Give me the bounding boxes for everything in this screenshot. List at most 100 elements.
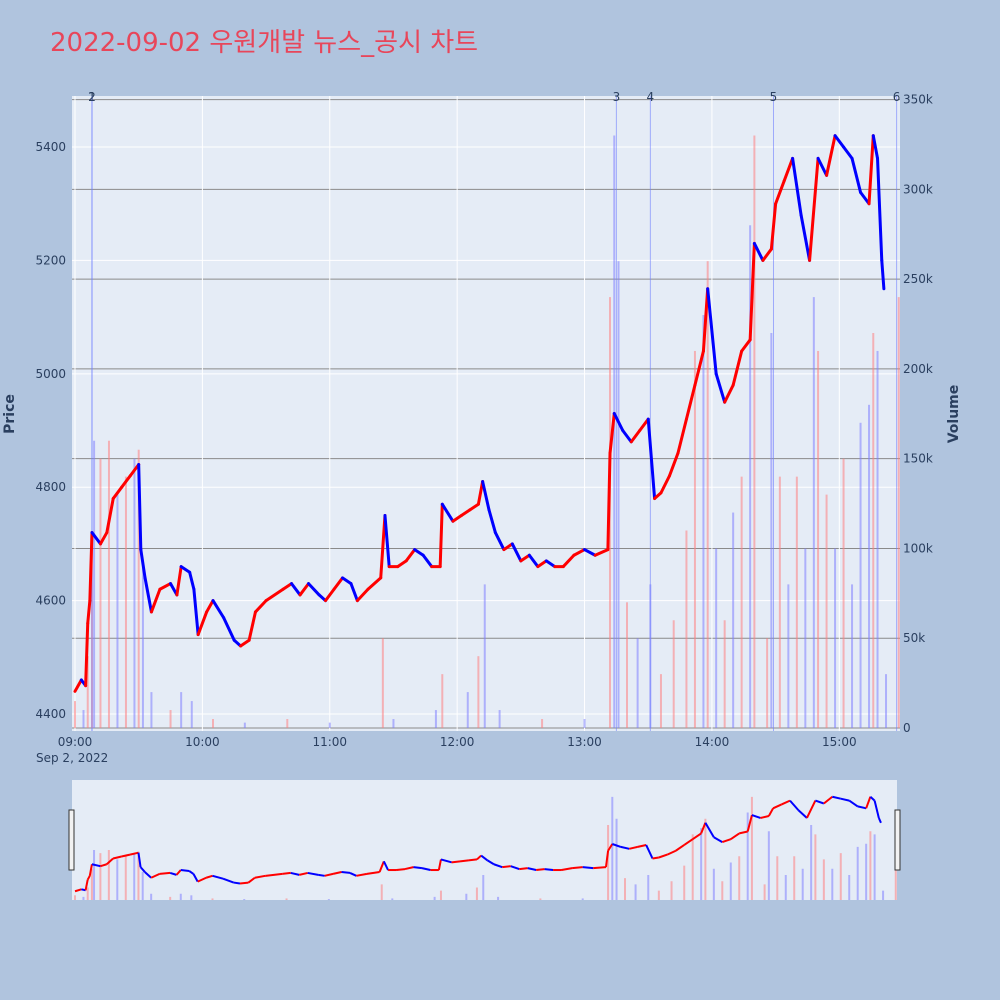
range-slider-handle-right[interactable] xyxy=(894,809,901,871)
volume-bar xyxy=(617,261,620,728)
date-label: Sep 2, 2022 xyxy=(36,751,108,765)
price-segment xyxy=(421,553,434,569)
price-segment xyxy=(341,576,353,586)
volume-bar xyxy=(392,719,395,728)
volume-bar xyxy=(212,719,214,728)
price-segment xyxy=(451,514,463,523)
volume-tick-label: 300k xyxy=(903,182,933,196)
slider-price-segment xyxy=(332,870,342,875)
price-segment xyxy=(876,156,884,262)
slider-volume-bar xyxy=(99,853,102,900)
news-marker-label[interactable]: 3 xyxy=(613,90,621,104)
slider-volume-bar xyxy=(776,856,779,900)
slider-price-segment xyxy=(510,865,520,871)
price-segment xyxy=(487,508,497,535)
slider-price-segment xyxy=(536,868,545,872)
price-segment xyxy=(706,287,718,376)
volume-bar xyxy=(477,656,480,728)
axes: 4400 4600 4800 5000 5200 5400 0 50k 100k 150k 200k… xyxy=(35,93,932,749)
volume-bar xyxy=(897,297,900,728)
slider-volume-bar xyxy=(465,893,468,900)
slider-price-segment xyxy=(739,830,748,835)
volume-bar xyxy=(328,722,331,728)
range-slider-handle-left[interactable] xyxy=(68,809,75,871)
price-segment xyxy=(493,531,506,552)
slider-price-segment xyxy=(840,797,850,802)
slider-volume-bar xyxy=(750,796,753,900)
price-segment xyxy=(468,502,480,512)
price-segment xyxy=(379,514,387,580)
slider-price-segment xyxy=(629,845,638,850)
slider-volume-bar xyxy=(624,878,626,900)
volume-bar xyxy=(116,494,119,728)
range-slider[interactable] xyxy=(72,780,897,900)
slider-volume-bar xyxy=(700,828,703,900)
slider-price-segment xyxy=(683,838,694,846)
price-tick-label: 4800 xyxy=(35,480,66,494)
slider-volume-bar xyxy=(391,898,394,900)
price-segment xyxy=(149,587,162,614)
slider-price-segment xyxy=(175,869,182,876)
price-segment xyxy=(871,134,880,160)
price-segment xyxy=(544,559,557,569)
slider-volume-bar xyxy=(882,890,885,900)
news-marker-label[interactable]: 5 xyxy=(770,90,778,104)
volume-bar xyxy=(868,404,871,728)
price-segment xyxy=(667,451,680,478)
slider-price-segment xyxy=(620,845,630,850)
volume-bar xyxy=(93,440,96,728)
grid-lines xyxy=(72,96,900,731)
slider-volume-bar xyxy=(539,898,542,900)
price-segment xyxy=(192,587,200,637)
slider-price-segment xyxy=(652,856,659,860)
slider-price-segment xyxy=(713,836,723,843)
slider-price-segment xyxy=(832,795,841,800)
volume-tick-label: 100k xyxy=(903,541,933,555)
volume-bar xyxy=(150,692,153,728)
price-segment xyxy=(621,429,633,444)
price-segment xyxy=(825,134,837,177)
price-segment xyxy=(247,610,257,642)
slider-price-segment xyxy=(675,844,685,852)
price-tick-label: 5200 xyxy=(35,253,66,267)
slider-price-segment xyxy=(341,870,351,874)
slider-volume-bar xyxy=(475,887,478,900)
slider-price-segment xyxy=(502,865,511,869)
price-segment xyxy=(593,548,610,557)
price-segment xyxy=(298,582,311,597)
volume-tick-label: 150k xyxy=(903,452,933,466)
volume-bar xyxy=(842,458,845,728)
volume-bar xyxy=(381,638,384,728)
price-segment xyxy=(139,548,147,580)
price-tick-label: 5400 xyxy=(35,140,66,154)
slider-price-segment xyxy=(582,866,594,870)
news-marker-label[interactable]: 4 xyxy=(647,90,655,104)
slider-price-segment xyxy=(88,864,93,877)
slider-price-segment xyxy=(666,849,677,856)
slider-price-segment xyxy=(413,866,423,870)
volume-bar xyxy=(659,674,662,728)
slider-price-segment xyxy=(480,854,489,862)
slider-volume-bar xyxy=(712,868,715,900)
volume-bar xyxy=(876,350,879,728)
slider-volume-bar xyxy=(116,859,119,900)
slider-volume-bar xyxy=(82,896,85,900)
volume-bar xyxy=(872,333,875,728)
price-segment xyxy=(239,638,251,648)
volume-bar xyxy=(740,476,743,728)
main-plot-area[interactable] xyxy=(72,96,900,731)
volume-bar xyxy=(672,620,675,728)
news-marker-label[interactable]: 6 xyxy=(893,90,901,104)
volume-bar xyxy=(441,674,444,728)
price-tick-label: 4400 xyxy=(35,707,66,721)
price-segment xyxy=(701,287,710,353)
news-marker-label[interactable]: 2 xyxy=(88,90,96,104)
price-segment xyxy=(752,241,765,262)
slider-volume-bar xyxy=(746,812,749,900)
slider-volume-bar xyxy=(86,887,89,900)
price-segment xyxy=(440,502,455,523)
volume-bar xyxy=(693,350,696,728)
volume-bar xyxy=(715,548,718,728)
price-segment xyxy=(73,678,83,693)
volume-bar xyxy=(834,548,837,728)
